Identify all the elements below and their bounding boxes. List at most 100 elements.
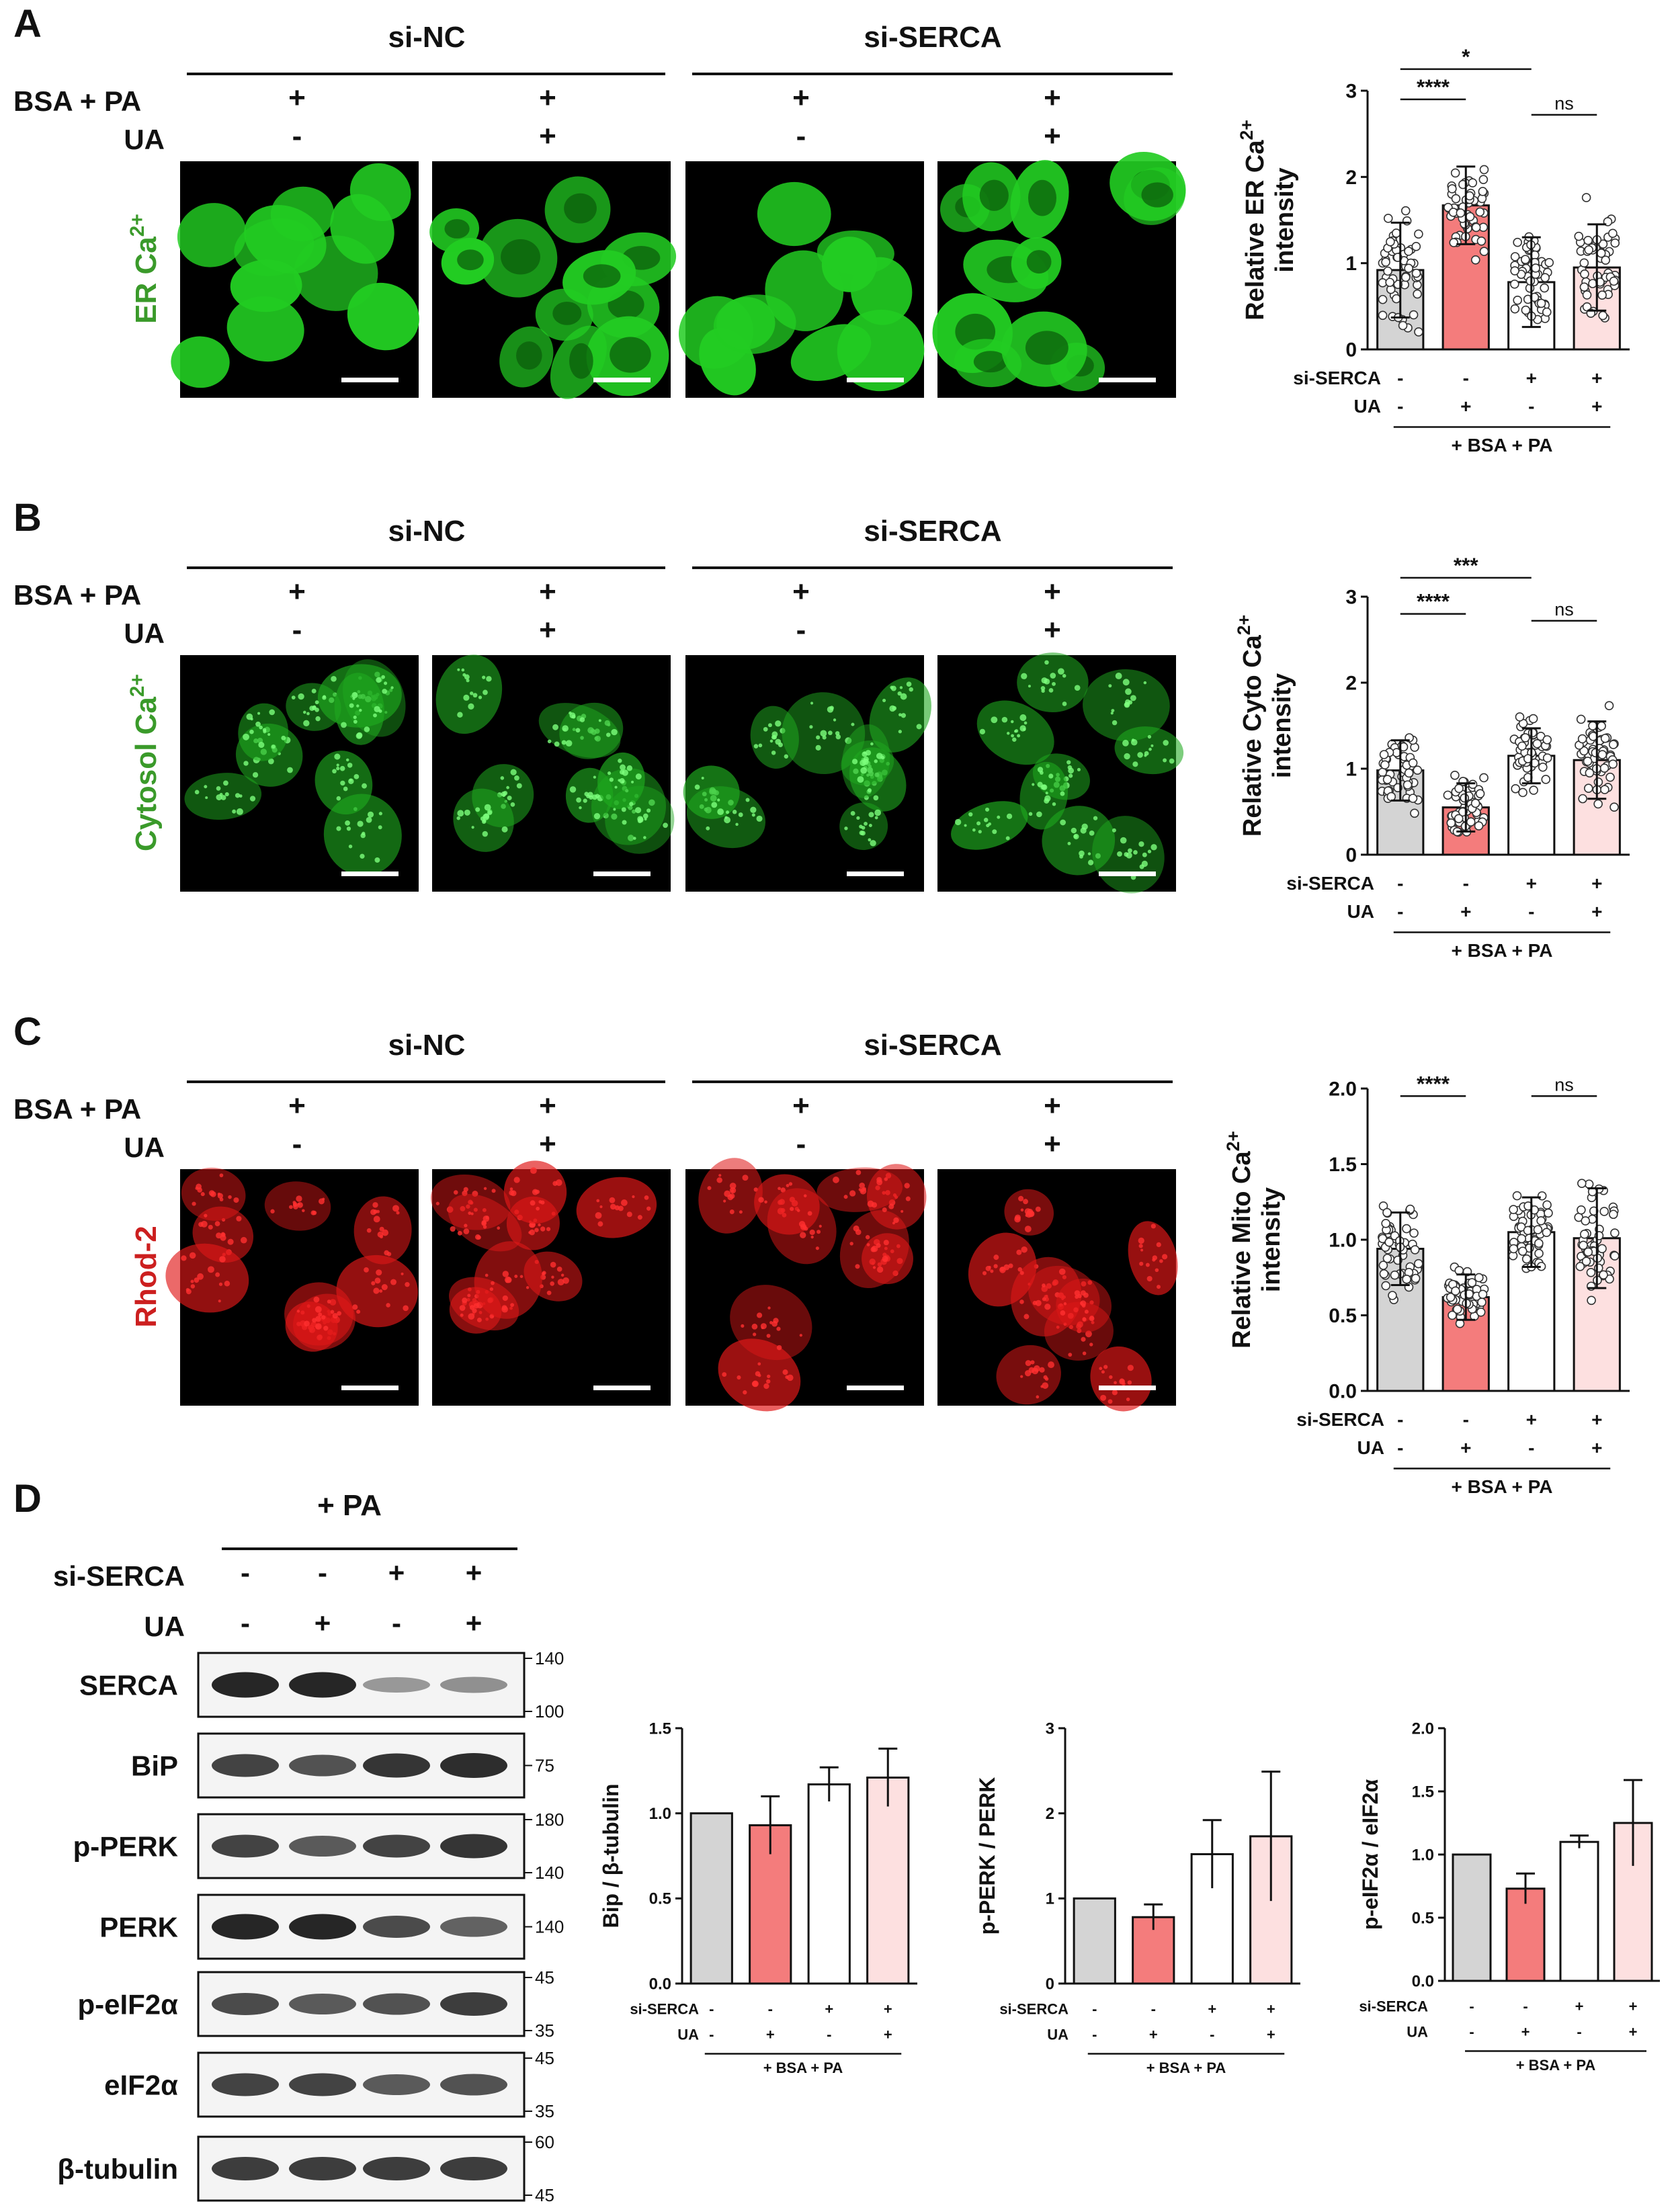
speckle bbox=[481, 819, 487, 824]
speckle bbox=[474, 1234, 480, 1240]
speckle bbox=[769, 739, 773, 743]
nucleus bbox=[457, 249, 484, 271]
speckle bbox=[550, 1261, 556, 1268]
scale-bar bbox=[341, 871, 399, 876]
data-point bbox=[1400, 206, 1411, 216]
data-point bbox=[1608, 1209, 1618, 1220]
scale-bar bbox=[1099, 1386, 1156, 1390]
speckle bbox=[859, 824, 863, 828]
speckle bbox=[462, 1190, 468, 1197]
speckle bbox=[535, 1189, 540, 1194]
data-point bbox=[1510, 280, 1519, 289]
data-point bbox=[1381, 257, 1390, 267]
speckle bbox=[478, 695, 483, 699]
speckle bbox=[732, 810, 737, 814]
speckle bbox=[468, 1313, 475, 1320]
data-point bbox=[1510, 304, 1520, 314]
cell bbox=[757, 181, 831, 247]
data-point bbox=[1468, 178, 1478, 187]
speckle bbox=[297, 1203, 300, 1206]
speckle bbox=[1036, 1395, 1040, 1399]
speckle bbox=[864, 795, 869, 800]
speckle bbox=[302, 710, 306, 714]
speckle bbox=[551, 1275, 554, 1279]
data-point bbox=[1452, 1304, 1462, 1314]
speckle bbox=[607, 771, 612, 775]
data-point bbox=[1413, 765, 1423, 775]
speckle bbox=[809, 725, 813, 729]
marker-label: 180 bbox=[535, 1810, 564, 1830]
speckle bbox=[865, 1235, 870, 1240]
speckle bbox=[817, 1230, 821, 1234]
speckle bbox=[1042, 1283, 1046, 1287]
speckle bbox=[224, 792, 229, 797]
data-point bbox=[1517, 741, 1527, 751]
speckle bbox=[1008, 1263, 1013, 1269]
speckle bbox=[633, 837, 636, 840]
speckle bbox=[322, 1197, 325, 1201]
legend-sign: - bbox=[1210, 2027, 1214, 2043]
marker-label: 140 bbox=[535, 1863, 564, 1883]
speckle bbox=[1067, 841, 1071, 845]
data-point bbox=[1402, 1224, 1411, 1234]
sign: - bbox=[318, 1557, 327, 1588]
speckle bbox=[311, 688, 317, 693]
speckle bbox=[1059, 1303, 1063, 1308]
speckle bbox=[497, 1226, 501, 1230]
significance-label: ns bbox=[1554, 93, 1574, 114]
y-tick-label: 0 bbox=[1345, 845, 1357, 867]
data-point bbox=[1517, 1234, 1527, 1244]
speckle bbox=[1020, 1375, 1023, 1378]
speckle bbox=[519, 1275, 524, 1279]
speckle bbox=[753, 1332, 757, 1336]
legend-sign: + bbox=[1267, 2027, 1275, 2043]
speckle bbox=[1112, 1390, 1118, 1396]
speckle bbox=[1111, 709, 1115, 712]
y-axis-label-text: Relative Cyto Ca bbox=[1239, 634, 1267, 837]
speckle bbox=[701, 776, 704, 779]
band bbox=[440, 1834, 507, 1859]
speckle bbox=[897, 691, 902, 696]
speckle bbox=[874, 816, 878, 820]
speckle bbox=[1040, 784, 1046, 790]
speckle bbox=[1138, 1244, 1143, 1248]
speckle bbox=[717, 798, 720, 802]
data-point bbox=[1381, 1281, 1390, 1291]
y-tick-label: 2.0 bbox=[1329, 1078, 1357, 1101]
speckle bbox=[331, 676, 337, 682]
data-point bbox=[1577, 734, 1587, 744]
speckle bbox=[505, 1279, 509, 1283]
marker-label: 45 bbox=[535, 2185, 554, 2205]
speckle bbox=[716, 1177, 722, 1183]
data-point bbox=[1513, 295, 1522, 305]
data-point bbox=[1520, 255, 1530, 264]
speckle bbox=[302, 1209, 305, 1212]
speckle bbox=[1091, 1320, 1095, 1324]
speckle bbox=[312, 1318, 317, 1323]
speckle bbox=[1044, 798, 1050, 804]
speckle bbox=[382, 689, 387, 694]
band bbox=[363, 1993, 430, 2015]
speckle bbox=[470, 1212, 474, 1216]
speckle bbox=[555, 1179, 562, 1186]
legend-sign: - bbox=[1397, 1437, 1403, 1458]
significance-label: *** bbox=[1454, 553, 1479, 577]
legend-sign: - bbox=[1528, 901, 1534, 922]
sign: + bbox=[539, 1128, 556, 1160]
speckle bbox=[865, 750, 872, 756]
data-point bbox=[1600, 734, 1610, 743]
speckle bbox=[546, 1227, 551, 1232]
speckle bbox=[767, 723, 772, 728]
speckle bbox=[884, 1177, 888, 1181]
speckle bbox=[751, 1323, 758, 1330]
speckle bbox=[296, 1195, 302, 1202]
speckle bbox=[1117, 851, 1122, 857]
speckle bbox=[359, 708, 362, 712]
speckle bbox=[516, 783, 522, 789]
speckle bbox=[468, 1211, 472, 1216]
scale-bar bbox=[593, 1386, 651, 1390]
speckle bbox=[858, 1188, 862, 1191]
chart-d3: 0.0 0.5 1.0 1.5 2.0 p-eIF2α / eIF2α si-SERCA UA… bbox=[1358, 1719, 1660, 2074]
band bbox=[363, 1834, 430, 1858]
